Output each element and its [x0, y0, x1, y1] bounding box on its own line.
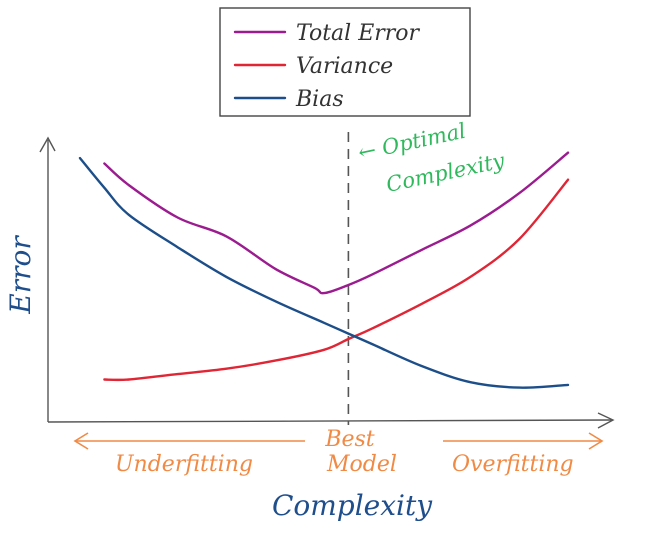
underfitting-arrowhead [73, 432, 89, 450]
y-axis-label: Error [4, 235, 37, 315]
legend-label-total-error: Total Error [296, 21, 421, 46]
series-line-variance [103, 178, 570, 382]
best-model-label-line1: Best [324, 427, 374, 452]
annotation-layer: ← Optimal Complexity Underfitting Best M… [73, 119, 604, 477]
underfitting-label: Underfitting [115, 452, 253, 477]
x-axis-line [47, 419, 613, 423]
series-line-bias [78, 156, 570, 389]
overfitting-label: Overfitting [452, 452, 574, 477]
series-layer [78, 151, 570, 389]
x-axis-arrowhead [597, 412, 615, 429]
legend-label-variance: Variance [296, 54, 393, 79]
optimal-label-line1: ← Optimal [356, 119, 468, 165]
legend: Total Error Variance Bias [219, 7, 471, 117]
y-axis-arrowhead [39, 136, 56, 153]
best-model-label-line2: Model [326, 452, 397, 477]
overfitting-arrowhead [588, 432, 604, 450]
axes [39, 132, 615, 429]
x-axis-label: Complexity [272, 489, 433, 522]
series-line-total-error [103, 151, 570, 295]
legend-label-bias: Bias [295, 87, 344, 112]
